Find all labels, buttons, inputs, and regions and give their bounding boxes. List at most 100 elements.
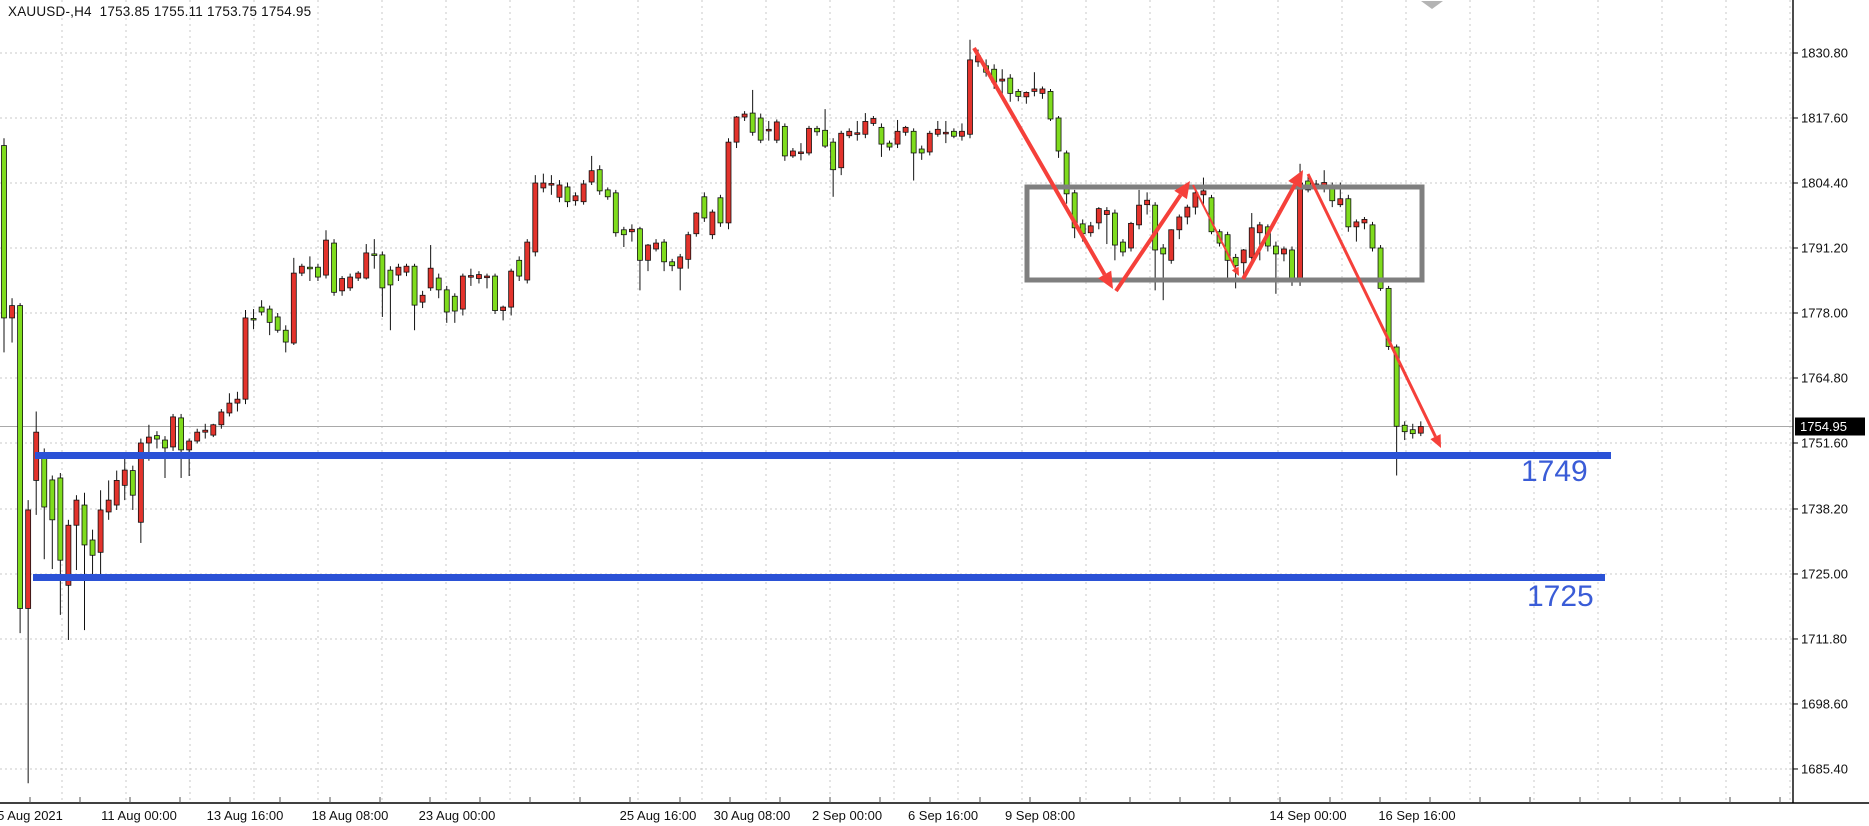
candle-bullish (97, 509, 104, 553)
candle-bullish (1087, 225, 1094, 234)
candle-bearish (878, 126, 885, 145)
candle-bearish (451, 295, 458, 312)
candle-bullish (556, 184, 563, 198)
candle-bullish (773, 121, 780, 141)
candle-bullish (210, 424, 217, 436)
candle-bearish (757, 117, 764, 141)
time-axis-label: 23 Aug 00:00 (419, 808, 496, 823)
candle-bullish (1361, 219, 1368, 224)
candle-bullish (1200, 190, 1207, 196)
candle-bullish (580, 183, 587, 203)
candle-bearish (443, 289, 450, 313)
candle-bullish (459, 275, 466, 310)
candle-bearish (41, 457, 48, 508)
candle-bearish (258, 306, 265, 313)
candle-bullish (677, 256, 684, 269)
candle-bearish (596, 169, 603, 192)
trend-arrow-head[interactable] (1231, 266, 1239, 276)
candle-bearish (1063, 152, 1070, 195)
candle-bullish (1297, 182, 1303, 281)
candle-bearish (162, 439, 168, 449)
candle-bullish (419, 294, 426, 303)
price-axis-label: 1804.40 (1801, 175, 1848, 190)
time-axis-label: 2 Sep 00:00 (812, 808, 882, 823)
candle-bullish (846, 130, 853, 137)
candle-bearish (1007, 77, 1014, 94)
candle-bullish (1103, 210, 1110, 215)
candle-bullish (1136, 204, 1142, 226)
candle-bullish (934, 128, 941, 135)
candle-bearish (749, 112, 756, 133)
candle-bearish (1369, 224, 1376, 249)
candle-bullish (967, 59, 973, 135)
price-axis-label: 1725.00 (1801, 566, 1848, 581)
price-axis-label: 1711.80 (1801, 631, 1847, 646)
candle-bearish (1055, 117, 1062, 152)
candle-bearish (717, 197, 724, 224)
candle-bullish (999, 78, 1006, 82)
candle-bullish (1095, 208, 1102, 224)
candle-bullish (1240, 249, 1247, 264)
time-axis-label: 9 Sep 08:00 (1005, 808, 1075, 823)
trend-arrow-line[interactable] (1241, 183, 1297, 280)
candle-bearish (564, 186, 571, 203)
chart-shift-marker-icon[interactable] (1421, 1, 1443, 9)
candle-bullish (524, 241, 531, 281)
candle-bullish (298, 265, 305, 274)
candle-bullish (942, 131, 949, 135)
candle-bearish (387, 269, 394, 286)
trend-arrow-line[interactable] (1114, 193, 1183, 293)
trend-arrow-head[interactable] (1288, 170, 1303, 189)
candle-bullish (202, 429, 209, 433)
candle-bullish (170, 416, 176, 448)
candle-bullish (323, 239, 329, 276)
trend-arrow-line[interactable] (972, 47, 1107, 276)
candle-bearish (266, 308, 273, 323)
candle-bearish (1015, 91, 1022, 97)
candle-bearish (1385, 287, 1392, 347)
candle-bullish (25, 509, 32, 609)
candle-bearish (274, 316, 281, 331)
candle-bullish (532, 182, 539, 253)
candle-bullish (73, 499, 80, 526)
candle-bullish (121, 469, 128, 486)
candle-bearish (89, 539, 96, 556)
candle-bullish (1248, 227, 1255, 258)
price-axis-label: 1830.80 (1801, 46, 1848, 61)
candle-bullish (1184, 206, 1191, 218)
candle-bearish (129, 470, 136, 496)
candle-bullish (588, 170, 595, 183)
trend-arrow-head[interactable] (1098, 270, 1113, 289)
candle-bearish (49, 479, 56, 521)
candle-bullish (1417, 426, 1424, 434)
consolidation-box[interactable] (1024, 184, 1425, 283)
candle-bearish (1377, 247, 1384, 289)
candle-bullish (540, 182, 547, 189)
candle-bullish (548, 183, 555, 186)
trend-arrow-line[interactable] (1192, 184, 1237, 269)
candle-bearish (822, 129, 828, 147)
candle-bearish (1409, 429, 1416, 435)
candle-bullish (926, 132, 933, 153)
trend-arrow-head[interactable] (1174, 181, 1190, 200)
candle-bearish (306, 266, 313, 270)
trend-arrow-head[interactable] (1430, 434, 1441, 448)
candle-bullish (226, 402, 233, 414)
candle-bearish (669, 261, 676, 267)
candle-bullish (1168, 229, 1175, 261)
candle-bearish (1393, 346, 1400, 427)
candle-bearish (57, 477, 64, 561)
time-axis-label: 13 Aug 16:00 (207, 808, 284, 823)
time-axis-label: 11 Aug 00:00 (101, 808, 177, 823)
candle-bullish (508, 270, 515, 308)
candle-bullish (572, 195, 579, 202)
trend-arrow-line[interactable] (1306, 173, 1437, 438)
candle-bearish (951, 130, 957, 137)
candle-bullish (363, 252, 370, 279)
candle-bullish (355, 272, 362, 279)
candle-bearish (1112, 212, 1118, 246)
candle-bullish (242, 317, 249, 400)
candle-bearish (620, 229, 627, 236)
